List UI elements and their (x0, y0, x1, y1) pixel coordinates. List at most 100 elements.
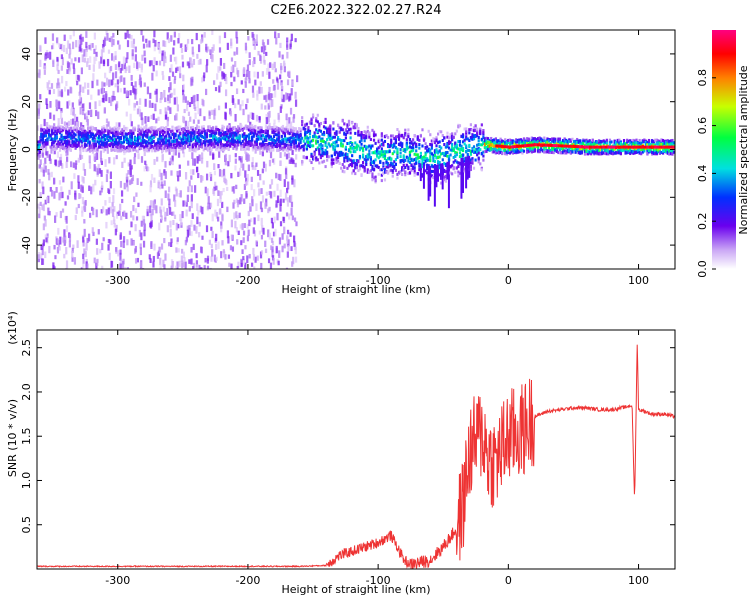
heatmap-cell (197, 137, 201, 141)
heatmap-cell (228, 262, 231, 267)
heatmap-cell (238, 212, 241, 219)
heatmap-cell (310, 154, 313, 158)
heatmap-cell (318, 152, 321, 156)
heatmap-cell (421, 173, 424, 177)
heatmap-cell (140, 220, 143, 227)
heatmap-cell (177, 145, 180, 149)
heatmap-cell (468, 139, 471, 143)
heatmap-cell (407, 159, 410, 163)
heatmap-cell (79, 84, 82, 93)
heatmap-cell (189, 116, 192, 122)
heatmap-cell (240, 262, 243, 268)
heatmap-cell (210, 134, 213, 138)
heatmap-cell (333, 152, 337, 156)
heatmap-cell (261, 225, 264, 233)
heatmap-cell (440, 146, 443, 150)
heatmap-cell (148, 100, 151, 108)
heatmap-cell (246, 134, 249, 138)
heatmap-cell (299, 134, 302, 138)
heatmap-cell (240, 124, 243, 128)
heatmap-cell (269, 137, 273, 141)
heatmap-cell (254, 79, 257, 86)
heatmap-cell (174, 132, 177, 136)
heatmap-cell (288, 137, 291, 141)
heatmap-cell (269, 93, 272, 101)
heatmap-cell (218, 139, 221, 143)
heatmap-cell (388, 169, 391, 173)
heatmap-cell (380, 150, 383, 154)
heatmap-cell (372, 161, 376, 165)
heatmap-cell (170, 242, 173, 247)
heatmap-cell (233, 51, 236, 56)
heatmap-cell (527, 149, 530, 153)
heatmap-cell (319, 156, 323, 160)
heatmap-cell (49, 51, 52, 60)
heatmap-cell (549, 150, 552, 154)
heatmap-cell (71, 129, 74, 133)
heatmap-cell (92, 207, 95, 216)
heatmap-cell (40, 138, 43, 142)
heatmap-cell (360, 131, 363, 135)
heatmap-cell (133, 196, 136, 203)
heatmap-cell (377, 165, 380, 169)
heatmap-cell (318, 149, 321, 153)
heatmap-cell (201, 145, 204, 149)
heatmap-cell (297, 144, 301, 148)
heatmap-cell (286, 51, 289, 59)
heatmap-cell (72, 144, 76, 148)
heatmap-cell (172, 146, 176, 150)
heatmap-cell (176, 138, 179, 142)
heatmap-cell (114, 83, 117, 88)
heatmap-cell (188, 135, 191, 139)
heatmap-cell (253, 189, 256, 197)
heatmap-cell (112, 195, 115, 203)
heatmap-cell (255, 114, 259, 122)
heatmap-cell (369, 156, 373, 160)
heatmap-cell (166, 116, 170, 122)
heatmap-cell (240, 156, 243, 163)
heatmap-cell (211, 126, 215, 130)
heatmap-cell (116, 149, 119, 153)
heatmap-cell (221, 71, 224, 80)
heatmap-cell (536, 137, 540, 141)
heatmap-cell (282, 142, 285, 146)
heatmap-cell (110, 100, 113, 107)
heatmap-cell (191, 63, 194, 68)
heatmap-cell (94, 149, 98, 153)
heatmap-cell (71, 139, 74, 143)
heatmap-cell (297, 135, 301, 139)
heatmap-cell (91, 125, 94, 129)
heatmap-cell (358, 156, 362, 160)
heatmap-cell (91, 138, 94, 142)
heatmap-cell (444, 151, 447, 155)
heatmap-cell (443, 152, 446, 156)
heatmap-cell (101, 81, 104, 89)
heatmap-cell (143, 57, 147, 64)
heatmap-cell (507, 149, 510, 153)
heatmap-cell (222, 134, 226, 138)
heatmap-cell (458, 124, 462, 128)
heatmap-cell (120, 75, 123, 82)
heatmap-cell (168, 139, 171, 143)
heatmap-cell (394, 158, 398, 162)
heatmap-cell (282, 146, 285, 150)
heatmap-cell (258, 128, 262, 132)
heatmap-cell (221, 201, 224, 208)
heatmap-cell (244, 42, 248, 51)
heatmap-cell (187, 111, 191, 116)
heatmap-cell (218, 132, 221, 136)
heatmap-cell (232, 131, 235, 135)
heatmap-cell (220, 225, 223, 233)
heatmap-cell (271, 246, 274, 253)
heatmap-cell (158, 60, 162, 66)
heatmap-cell (282, 138, 285, 142)
heatmap-cell (299, 127, 302, 131)
heatmap-cell (444, 163, 447, 167)
heatmap-cell (292, 256, 295, 265)
heatmap-cell (354, 131, 357, 135)
heatmap-cell (173, 194, 176, 202)
heatmap-cell (63, 86, 67, 92)
heatmap-cell (444, 177, 447, 181)
heatmap-cell (132, 205, 135, 212)
heatmap-cell (385, 150, 388, 154)
